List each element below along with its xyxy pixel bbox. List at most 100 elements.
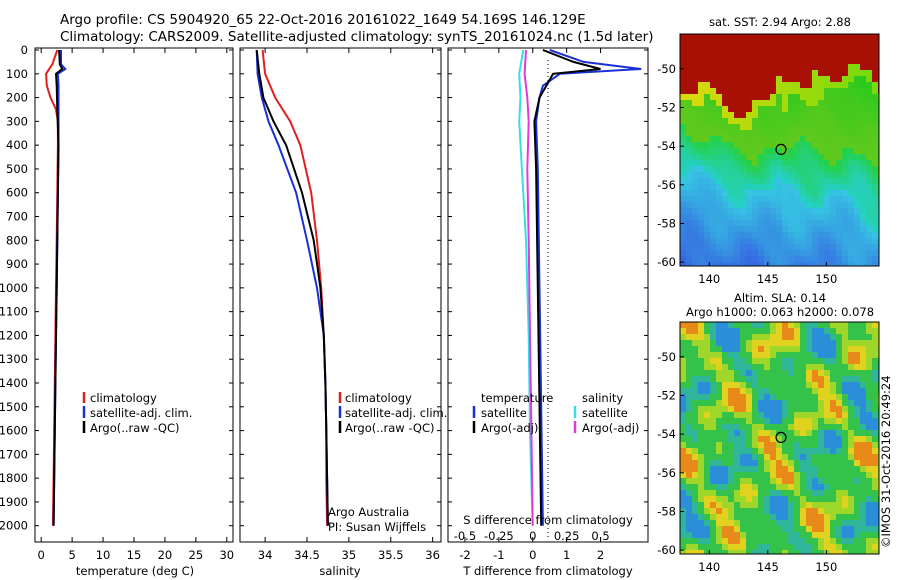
map-cell	[704, 226, 711, 233]
map-cell	[686, 454, 693, 461]
map-cell	[734, 550, 741, 554]
map-cell	[734, 472, 741, 479]
map-cell	[812, 232, 819, 239]
map-cell	[830, 412, 837, 419]
map-cell	[848, 250, 855, 257]
map-cell	[704, 40, 711, 47]
series-line-salinity-argo-adj-	[523, 49, 534, 526]
map-cell	[740, 370, 747, 377]
map-cell	[770, 124, 777, 131]
map-cell	[758, 364, 765, 371]
map-cell	[698, 460, 705, 467]
map-cell	[734, 328, 741, 335]
map-cell	[698, 544, 705, 551]
map-cell	[854, 112, 861, 119]
map-cell	[812, 154, 819, 161]
map-cell	[698, 322, 705, 329]
map-cell	[842, 256, 849, 263]
map-cell	[818, 148, 825, 155]
map-cell	[848, 100, 855, 107]
map-cell	[680, 46, 687, 53]
map-cell	[728, 400, 735, 407]
map-cell	[746, 436, 753, 443]
map-cell	[818, 46, 825, 53]
map-cell	[854, 526, 861, 533]
map-cell	[872, 166, 879, 173]
map-cell	[770, 430, 777, 437]
map-cell	[758, 196, 765, 203]
map-cell	[710, 412, 717, 419]
map-cell	[842, 130, 849, 137]
map-cell	[680, 466, 687, 473]
map-cell	[860, 154, 867, 161]
map-cell	[806, 508, 813, 515]
map-cell	[860, 424, 867, 431]
map-cell	[806, 70, 813, 77]
map-cell	[698, 472, 705, 479]
map-cell	[854, 208, 861, 215]
map-cell	[836, 406, 843, 413]
map-cell	[830, 232, 837, 239]
map-cell	[842, 262, 849, 266]
map-cell	[758, 466, 765, 473]
map-cell	[860, 226, 867, 233]
map-cell	[758, 406, 765, 413]
s-diff-tick-label: -0.25	[484, 529, 514, 543]
map-cell	[818, 334, 825, 341]
map-cell	[680, 148, 687, 155]
map-cell	[866, 460, 873, 467]
map-cell	[842, 244, 849, 251]
map-cell	[782, 214, 789, 221]
map-cell	[764, 52, 771, 59]
map-cell	[770, 394, 777, 401]
map-cell	[854, 166, 861, 173]
map-cell	[770, 58, 777, 65]
map-cell	[770, 52, 777, 59]
map-cell	[842, 466, 849, 473]
map-cell	[836, 82, 843, 89]
map-cell	[842, 334, 849, 341]
map-cell	[698, 352, 705, 359]
map-cell	[704, 388, 711, 395]
map-cell	[836, 154, 843, 161]
map-cell	[716, 538, 723, 545]
map-cell	[734, 76, 741, 83]
map-cell	[770, 412, 777, 419]
map-cell	[806, 490, 813, 497]
map-cell	[854, 154, 861, 161]
map-cell	[698, 160, 705, 167]
map-cell	[818, 106, 825, 113]
legend-label-argo: Argo(..raw -QC)	[90, 421, 180, 435]
map-cell	[794, 232, 801, 239]
map-cell	[746, 358, 753, 365]
map-cell	[854, 52, 861, 59]
map-cell	[800, 184, 807, 191]
map-cell	[842, 340, 849, 347]
map-cell	[776, 388, 783, 395]
map-cell	[758, 490, 765, 497]
map-cell	[698, 328, 705, 335]
map-cell	[854, 256, 861, 263]
map-cell	[794, 166, 801, 173]
map-cell	[680, 334, 687, 341]
map-cell	[734, 466, 741, 473]
map-cell	[740, 340, 747, 347]
map-y-tick-label: -58	[657, 216, 676, 230]
map-cell	[800, 232, 807, 239]
map-cell	[740, 382, 747, 389]
map-cell	[872, 250, 879, 257]
map-cell	[830, 520, 837, 527]
map-cell	[794, 406, 801, 413]
map-cell	[740, 88, 747, 95]
map-cell	[842, 112, 849, 119]
map-cell	[734, 52, 741, 59]
map-cell	[800, 76, 807, 83]
map-cell	[692, 412, 699, 419]
map-cell	[872, 448, 879, 455]
map-cell	[776, 106, 783, 113]
map-cell	[794, 136, 801, 143]
map-cell	[698, 490, 705, 497]
map-cell	[782, 244, 789, 251]
map-cell	[698, 142, 705, 149]
map-cell	[752, 484, 759, 491]
